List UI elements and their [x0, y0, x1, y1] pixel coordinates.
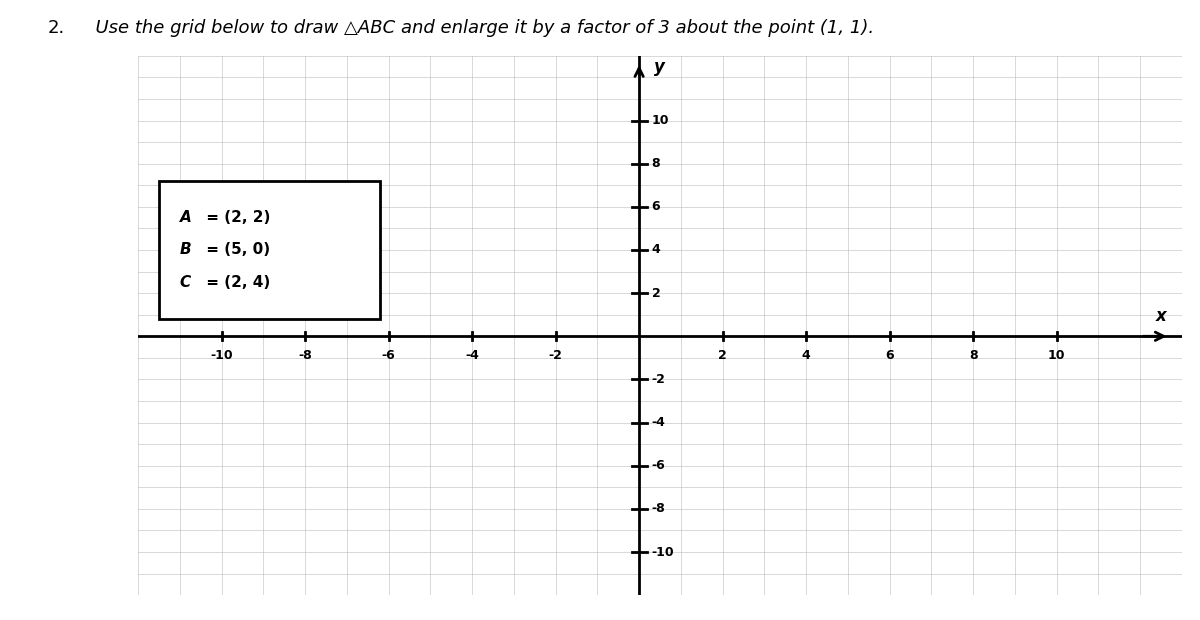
Text: 4: 4: [652, 244, 660, 257]
Text: -2: -2: [548, 349, 563, 362]
Text: -2: -2: [652, 373, 666, 386]
Text: y: y: [654, 58, 665, 76]
Text: = (2, 4): = (2, 4): [200, 275, 270, 290]
Text: 8: 8: [968, 349, 978, 362]
Text: B: B: [180, 242, 191, 257]
Text: 2: 2: [652, 286, 660, 299]
Text: -6: -6: [382, 349, 396, 362]
Text: C: C: [180, 275, 191, 290]
Text: -6: -6: [652, 459, 665, 472]
Bar: [158, 181, 380, 319]
Text: 4: 4: [802, 349, 810, 362]
Text: 6: 6: [652, 200, 660, 213]
Text: -10: -10: [210, 349, 233, 362]
Text: 6: 6: [886, 349, 894, 362]
Text: = (5, 0): = (5, 0): [200, 242, 270, 257]
Text: 10: 10: [652, 114, 670, 127]
Text: -10: -10: [652, 546, 674, 559]
Text: -8: -8: [652, 502, 665, 515]
Text: 8: 8: [652, 157, 660, 170]
Text: A: A: [180, 210, 192, 225]
Text: Use the grid below to draw △ABC and enlarge it by a factor of 3 about the point : Use the grid below to draw △ABC and enla…: [84, 19, 874, 37]
Text: -4: -4: [652, 416, 666, 429]
Text: 10: 10: [1048, 349, 1066, 362]
Text: -8: -8: [298, 349, 312, 362]
Text: -4: -4: [466, 349, 479, 362]
Text: x: x: [1156, 308, 1166, 326]
Text: 2.: 2.: [48, 19, 65, 37]
Text: = (2, 2): = (2, 2): [200, 210, 270, 225]
Text: 2: 2: [719, 349, 727, 362]
